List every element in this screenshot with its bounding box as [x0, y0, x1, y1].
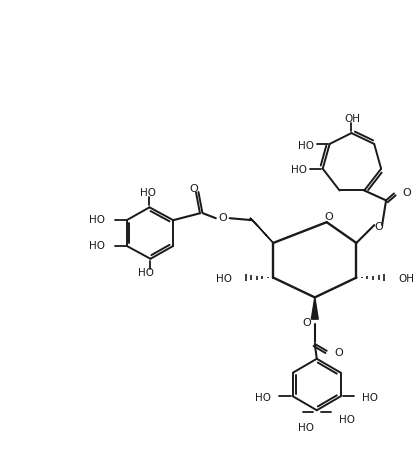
Text: HO: HO: [362, 393, 378, 403]
Text: O: O: [218, 213, 227, 223]
Text: O: O: [334, 348, 343, 358]
Text: O: O: [302, 318, 311, 328]
Text: HO: HO: [215, 274, 232, 284]
Polygon shape: [250, 218, 273, 243]
Text: O: O: [375, 222, 384, 232]
Text: HO: HO: [89, 215, 105, 225]
Polygon shape: [311, 298, 318, 319]
Text: O: O: [324, 212, 333, 222]
Text: O: O: [190, 185, 198, 195]
Text: HO: HO: [339, 415, 354, 425]
Text: HO: HO: [298, 141, 314, 151]
Text: OH: OH: [398, 274, 414, 284]
Text: HO: HO: [141, 188, 156, 198]
Text: OH: OH: [344, 114, 360, 124]
Text: HO: HO: [298, 423, 314, 433]
Text: HO: HO: [89, 241, 105, 251]
Text: HO: HO: [255, 393, 271, 403]
Text: O: O: [403, 188, 411, 198]
Text: HO: HO: [138, 268, 154, 278]
Text: HO: HO: [291, 165, 307, 175]
